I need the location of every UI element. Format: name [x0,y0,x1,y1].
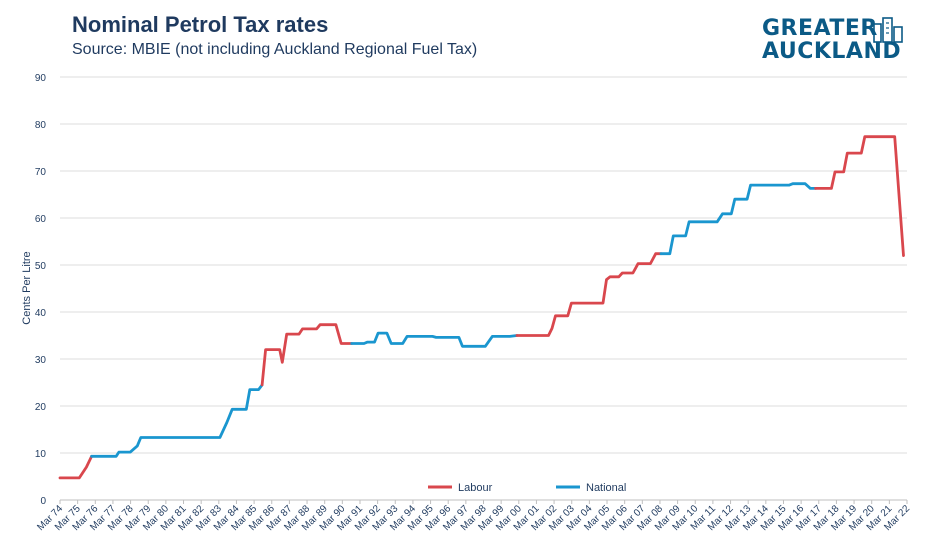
y-axis-label: Cents Per Litre [21,251,33,324]
series-line-national [659,182,817,256]
greater-auckland-logo: GREATER AUCKLAND [762,16,922,66]
y-tick-label-30: 30 [35,355,47,366]
y-tick-label-0: 0 [40,496,46,507]
y-tick-label-10: 10 [35,449,47,460]
chart-legend: Labour National [428,482,626,494]
y-tick-label-70: 70 [35,167,47,178]
series-line-national [90,383,264,458]
y-axis: 0 10 20 30 40 50 60 70 80 90 [35,73,47,507]
y-tick-label-20: 20 [35,402,47,413]
series-line-labour [515,252,663,337]
y-tick-label-60: 60 [35,214,47,225]
series-line-labour [58,454,93,480]
y-tick-label-90: 90 [35,73,47,84]
y-tick-label-80: 80 [35,120,47,131]
chart-gridlines [60,76,907,454]
y-tick-label-50: 50 [35,261,47,272]
city-skyline-icon [873,17,903,43]
chart-subtitle: Source: MBIE (not including Auckland Reg… [72,41,478,58]
logo-line-1: GREATER [762,16,878,41]
chart-title: Nominal Petrol Tax rates [72,12,329,37]
series-line-labour [260,323,354,387]
series-line-labour [814,135,905,257]
y-tick-label-40: 40 [35,308,47,319]
chart-series [58,135,905,480]
logo-line-2: AUCKLAND [762,39,902,64]
series-line-national [350,331,519,348]
legend-label-national: National [586,482,626,494]
legend-label-labour: Labour [458,482,493,494]
